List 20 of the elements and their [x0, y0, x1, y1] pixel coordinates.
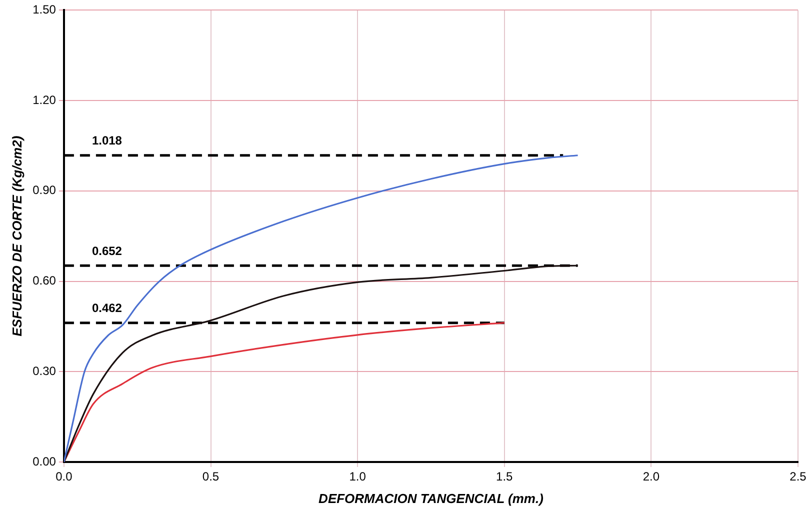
x-tick-label: 1.0 — [349, 470, 366, 484]
x-tick-label: 0.0 — [56, 470, 73, 484]
x-tick-label: 2.0 — [642, 470, 660, 484]
x-tick-label: 0.5 — [202, 470, 220, 484]
y-tick-label: 0.60 — [32, 274, 56, 288]
line-series — [64, 154, 579, 462]
y-tick-label: 1.20 — [32, 92, 56, 107]
y-tick-label: 1.50 — [32, 2, 56, 17]
x-axis-title: DEFORMACION TANGENCIAL (mm.) — [318, 490, 544, 506]
annotation: 0.462 — [92, 301, 122, 316]
y-tick-label: 0.00 — [32, 454, 56, 468]
annotation: 0.652 — [92, 244, 122, 258]
line-series — [64, 264, 579, 462]
annotation: 1.018 — [92, 134, 122, 148]
y-tick-label: 0.30 — [32, 364, 56, 378]
y-tick-label: 0.90 — [32, 183, 56, 198]
line-series — [64, 322, 506, 462]
y-axis-title: ESFUERZO DE CORTE (Kg/cm2) — [9, 136, 24, 336]
x-tick-label: 1.5 — [496, 470, 514, 484]
x-tick-label: 2.5 — [790, 470, 807, 484]
